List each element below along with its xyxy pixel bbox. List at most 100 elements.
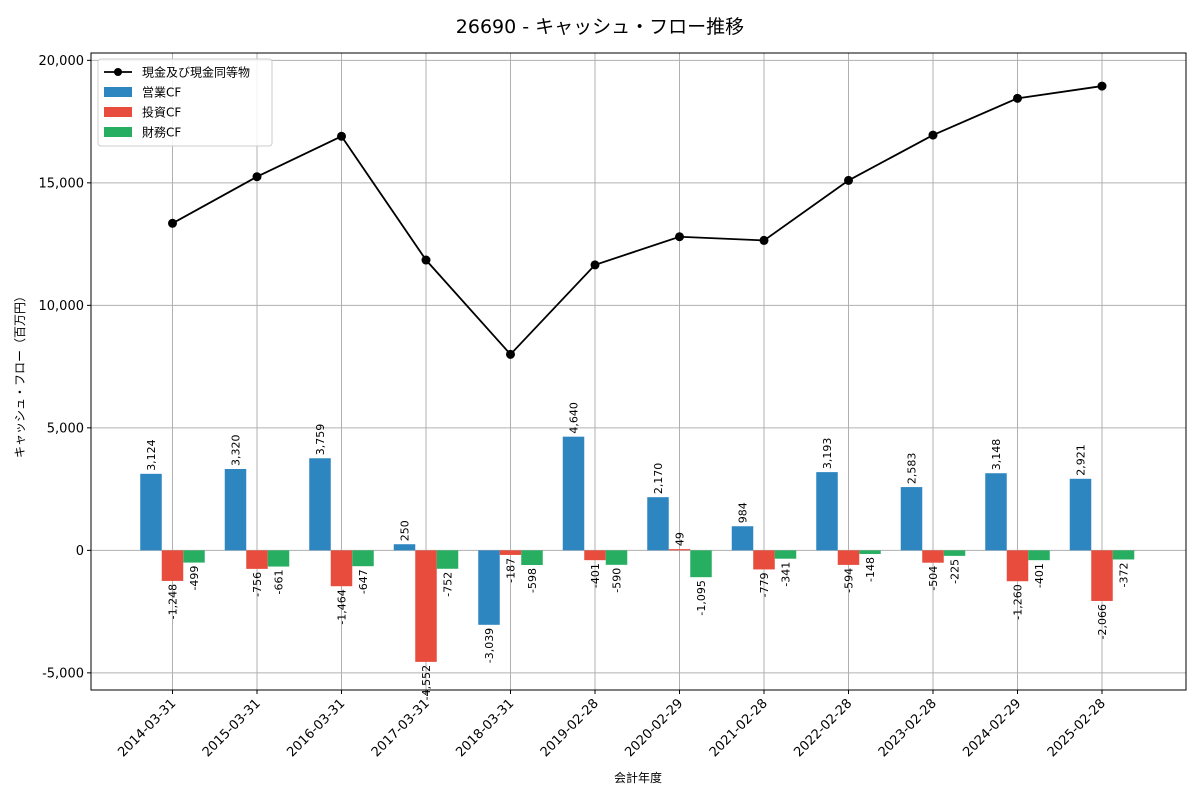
bar	[900, 487, 923, 551]
data-label: 3,320	[230, 435, 243, 467]
bar	[584, 550, 606, 561]
data-label: -752	[442, 572, 455, 597]
data-label: -1,260	[1012, 584, 1025, 619]
data-label: 2,583	[906, 453, 919, 485]
bar	[224, 469, 247, 551]
data-label: -590	[611, 568, 624, 593]
cash-point	[421, 255, 431, 265]
cash-point	[337, 131, 346, 141]
plot-frame	[90, 52, 1187, 691]
data-label: -187	[505, 558, 518, 583]
legend-label: 投資CF	[142, 105, 181, 120]
bar	[267, 550, 290, 567]
legend-bar-swatch	[104, 107, 132, 117]
bar	[859, 550, 881, 554]
bar	[436, 550, 459, 569]
data-label: -661	[273, 570, 286, 595]
data-label: -401	[589, 563, 602, 588]
cash-point	[1013, 93, 1022, 103]
data-label: -3,039	[483, 628, 496, 663]
bar	[521, 550, 543, 566]
cash-point	[506, 349, 515, 359]
x-tick-label: 2021-02-28	[707, 696, 771, 760]
grid	[91, 53, 1186, 690]
y-tick-label: 15,000	[39, 176, 85, 191]
x-tick-label: 2020-02-29	[622, 696, 686, 760]
x-tick-label: 2023-02-28	[876, 696, 940, 760]
y-tick-label: 10,000	[39, 299, 85, 314]
chart-title: 26690 - キャッシュ・フロー推移	[456, 16, 744, 38]
bar	[922, 550, 944, 563]
cash-point	[590, 260, 600, 270]
x-tick-label: 2018-03-31	[453, 696, 517, 760]
bar	[1091, 550, 1113, 601]
axes: -5,000 0 5,000 10,000 15,000 20,000 2014-03-31…	[39, 52, 1187, 760]
bar	[690, 550, 712, 578]
bar	[330, 550, 353, 587]
legend-bar-swatch	[104, 87, 132, 97]
x-axis-title: 会計年度	[614, 770, 662, 785]
bar	[774, 550, 797, 559]
bar	[1028, 550, 1050, 561]
cash-point	[759, 235, 769, 245]
data-label: -372	[1118, 562, 1131, 587]
data-label: 3,148	[990, 439, 1003, 471]
bar	[246, 550, 268, 569]
data-label: 984	[737, 502, 750, 523]
x-tick-label: 2024-02-29	[960, 696, 1024, 760]
data-label: 250	[399, 520, 412, 541]
bar	[816, 472, 838, 551]
bar	[985, 473, 1007, 551]
bars	[140, 436, 1135, 662]
data-labels: 3,124 3,320 3,759 250 -3,039 4,640 2,170 984 3,1…	[145, 402, 1131, 700]
bar	[478, 550, 500, 625]
cash-point	[675, 232, 684, 242]
bar	[562, 436, 585, 551]
x-tick-label: 2022-02-28	[791, 696, 855, 760]
bar	[161, 550, 184, 581]
bar	[668, 549, 691, 551]
data-label: -341	[780, 562, 793, 587]
bar	[183, 550, 205, 563]
data-label: 2,921	[1075, 444, 1088, 476]
data-label: -148	[864, 557, 877, 582]
data-label: -598	[526, 568, 539, 593]
data-label: -756	[251, 572, 264, 597]
bar	[393, 544, 416, 551]
y-tick-label: 0	[76, 544, 84, 559]
bar	[352, 550, 374, 567]
bar	[309, 458, 331, 551]
legend-bar-swatch	[104, 127, 132, 137]
cash-point	[844, 175, 853, 185]
cash-point	[252, 172, 262, 182]
y-axis-title: キャッシュ・フロー（百万円）	[13, 290, 27, 458]
y-tick-label: 5,000	[47, 421, 84, 436]
x-tick-label: 2016-03-31	[284, 696, 348, 760]
cash-line-path	[172, 85, 1103, 356]
data-label: -4,552	[420, 665, 433, 700]
cash-point	[168, 218, 177, 228]
x-tick-label: 2019-02-28	[538, 696, 602, 760]
y-tick-label: -5,000	[42, 666, 84, 681]
data-label: -1,464	[336, 589, 349, 624]
data-label: -504	[927, 566, 940, 591]
data-label: -499	[188, 566, 201, 591]
legend-label: 営業CF	[142, 86, 181, 100]
data-label: -647	[357, 569, 370, 594]
data-label: 3,759	[314, 424, 327, 456]
legend-label: 財務CF	[142, 125, 181, 140]
data-label: -594	[843, 568, 856, 593]
bar	[647, 497, 669, 551]
legend-label: 現金及び現金同等物	[142, 65, 250, 80]
x-tick-label: 2017-03-31	[369, 696, 433, 760]
bar	[753, 550, 775, 570]
bar	[1006, 550, 1029, 582]
data-label: -779	[758, 572, 771, 597]
data-label: 3,193	[821, 438, 834, 470]
cash-line	[168, 81, 1107, 359]
legend-box	[97, 58, 273, 147]
bar	[1112, 550, 1135, 560]
y-tick-label: 20,000	[39, 54, 85, 69]
bar	[140, 473, 162, 551]
